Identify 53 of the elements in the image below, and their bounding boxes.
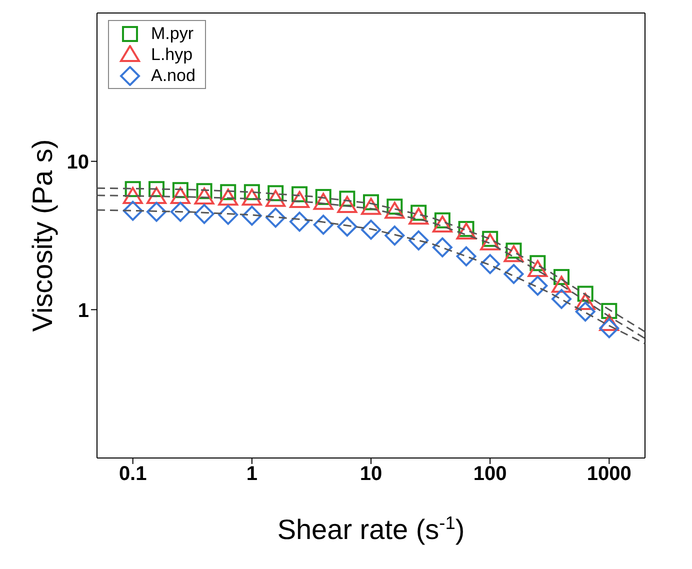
point bbox=[337, 196, 358, 213]
point bbox=[266, 208, 286, 228]
point bbox=[432, 216, 452, 233]
legend-label: M.pyr bbox=[151, 24, 194, 44]
point bbox=[242, 188, 262, 206]
point bbox=[575, 292, 596, 310]
point bbox=[290, 191, 310, 208]
x-tick-label: 1000 bbox=[586, 463, 632, 486]
point bbox=[361, 198, 381, 215]
point bbox=[456, 222, 476, 240]
legend-label: L.hyp bbox=[151, 44, 193, 64]
point bbox=[528, 260, 548, 278]
point bbox=[194, 204, 214, 224]
point bbox=[601, 302, 618, 319]
point bbox=[290, 212, 310, 232]
x-tick-label: 10 bbox=[360, 463, 382, 486]
point bbox=[218, 188, 238, 206]
point bbox=[313, 192, 334, 210]
point bbox=[242, 206, 262, 226]
point bbox=[528, 276, 548, 296]
point bbox=[361, 220, 381, 240]
y-axis-title: Viscosity (Pa s) bbox=[26, 139, 58, 332]
point bbox=[480, 233, 500, 250]
point bbox=[337, 216, 358, 237]
x-tick-label: 100 bbox=[473, 463, 507, 486]
point bbox=[122, 186, 143, 204]
point bbox=[218, 204, 238, 225]
point bbox=[313, 214, 334, 235]
point bbox=[146, 186, 166, 204]
point bbox=[384, 226, 405, 246]
point bbox=[552, 276, 572, 293]
legend-label: A.nod bbox=[151, 66, 196, 86]
x-tick-label: 0.1 bbox=[118, 463, 147, 486]
x-axis-title: Shear rate (s$^{-1}$) bbox=[277, 513, 465, 545]
point bbox=[194, 188, 214, 205]
point bbox=[456, 246, 476, 266]
point bbox=[146, 202, 166, 222]
point bbox=[170, 186, 190, 204]
x-tick-label: 1 bbox=[246, 463, 258, 486]
point bbox=[384, 202, 405, 219]
point bbox=[552, 289, 572, 310]
point bbox=[599, 314, 620, 332]
point bbox=[504, 264, 524, 284]
point bbox=[170, 202, 190, 222]
point bbox=[480, 254, 500, 274]
point bbox=[575, 302, 596, 322]
point bbox=[122, 200, 143, 221]
point bbox=[599, 318, 620, 338]
point bbox=[408, 230, 429, 250]
point bbox=[432, 237, 452, 258]
point bbox=[266, 190, 286, 207]
point bbox=[408, 208, 429, 225]
point bbox=[504, 245, 524, 262]
